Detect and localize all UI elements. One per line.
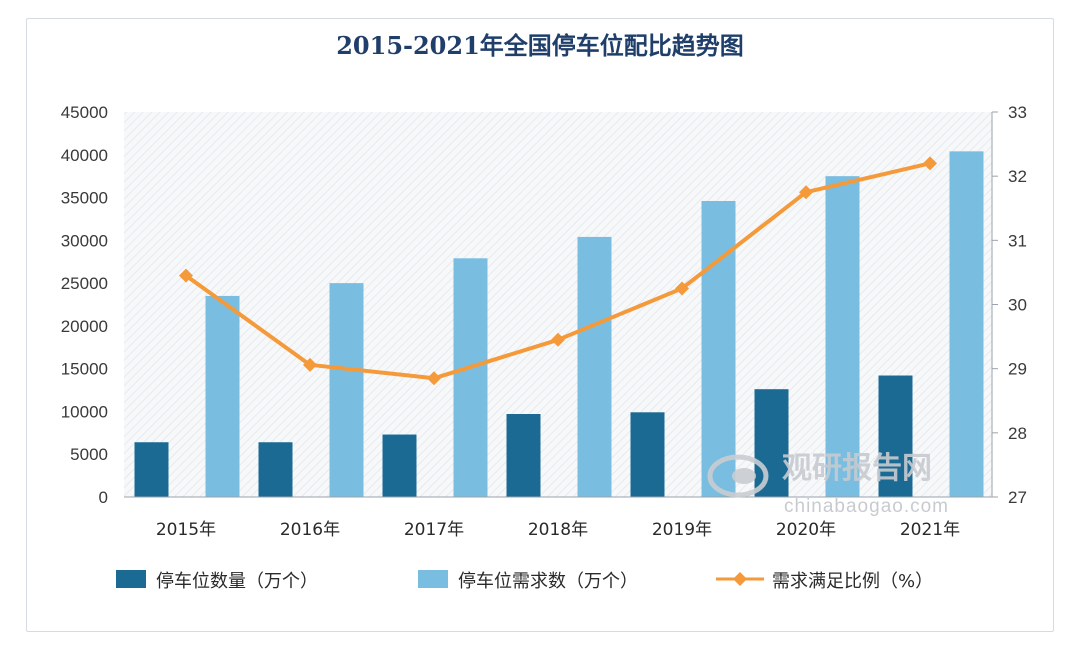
legend-swatch-series-1 [116, 570, 146, 588]
x-tick-label: 2020年 [776, 520, 836, 540]
y2-tick-label: 31 [1008, 231, 1027, 250]
chart-title: 2015-2021年全国停车位配比趋势图 [336, 31, 744, 60]
legend-label-series-3: 需求满足比例（%） [772, 571, 933, 592]
y-axis-left: 0 5000 10000 15000 20000 25000 30000 35000 40000… [61, 103, 108, 507]
y2-tick-label: 33 [1008, 103, 1027, 122]
watermark-logo-dot [732, 468, 756, 484]
y-tick-label: 10000 [61, 402, 108, 421]
line-point [179, 268, 193, 283]
y-tick-label: 15000 [61, 360, 108, 379]
y-tick-label: 45000 [61, 103, 108, 122]
y-tick-label: 0 [99, 488, 108, 507]
y2-tick-label: 29 [1008, 360, 1027, 379]
line-point [675, 281, 689, 296]
x-tick-label: 2021年 [900, 520, 960, 540]
y-tick-label: 25000 [61, 274, 108, 293]
line-point [923, 156, 937, 171]
line-point [551, 332, 565, 347]
bar-series-1 [258, 442, 293, 497]
bar-series-2 [205, 295, 240, 497]
legend-swatch-series-2 [418, 570, 448, 588]
y-tick-label: 5000 [70, 445, 108, 464]
y-tick-label: 35000 [61, 189, 108, 208]
bar-series-2 [701, 200, 736, 497]
watermark: 观研报告网 chinabaogao.com [707, 451, 949, 517]
y2-tick-label: 28 [1008, 424, 1027, 443]
legend-marker-series-3 [733, 572, 747, 586]
line-point [303, 357, 317, 372]
bar-series-1 [878, 375, 913, 497]
bar-series-1 [630, 412, 665, 497]
bar-series-1 [506, 414, 541, 497]
x-axis: 2015年 2016年 2017年 2018年 2019年 2020年 2021年 [124, 496, 992, 540]
watermark-logo-icon [707, 454, 769, 498]
bar-series-2 [949, 151, 984, 497]
x-tick-label: 2015年 [156, 520, 216, 540]
bar-series-2 [329, 283, 364, 497]
bar-series-2 [577, 236, 612, 497]
x-tick-label: 2019年 [652, 520, 712, 540]
y2-tick-label: 27 [1008, 488, 1027, 507]
y-tick-label: 40000 [61, 146, 108, 165]
bar-series-2 [825, 176, 860, 497]
y-tick-label: 30000 [61, 231, 108, 250]
y-tick-label: 20000 [61, 317, 108, 336]
legend-label-series-2: 停车位需求数（万个） [458, 571, 638, 592]
y-axis-right: 27 28 29 30 31 32 33 [991, 103, 1027, 507]
line-point [427, 371, 441, 386]
x-tick-label: 2018年 [528, 520, 588, 540]
watermark-brand: 观研报告网 [782, 451, 932, 486]
x-tick-label: 2016年 [280, 520, 340, 540]
legend: 停车位数量（万个） 停车位需求数（万个） 需求满足比例（%） [116, 570, 933, 592]
line-series-group [179, 156, 937, 386]
watermark-url: chinabaogao.com [784, 496, 949, 517]
y2-tick-label: 32 [1008, 167, 1027, 186]
plot-area [124, 112, 992, 497]
bars-group [134, 151, 984, 497]
bar-series-1 [134, 442, 169, 497]
bar-series-1 [382, 434, 417, 497]
legend-label-series-1: 停车位数量（万个） [156, 571, 318, 592]
bar-series-2 [453, 258, 488, 497]
x-tick-label: 2017年 [404, 520, 464, 540]
bar-series-1 [754, 389, 789, 497]
line-point [799, 185, 813, 200]
y2-tick-label: 30 [1008, 296, 1027, 315]
